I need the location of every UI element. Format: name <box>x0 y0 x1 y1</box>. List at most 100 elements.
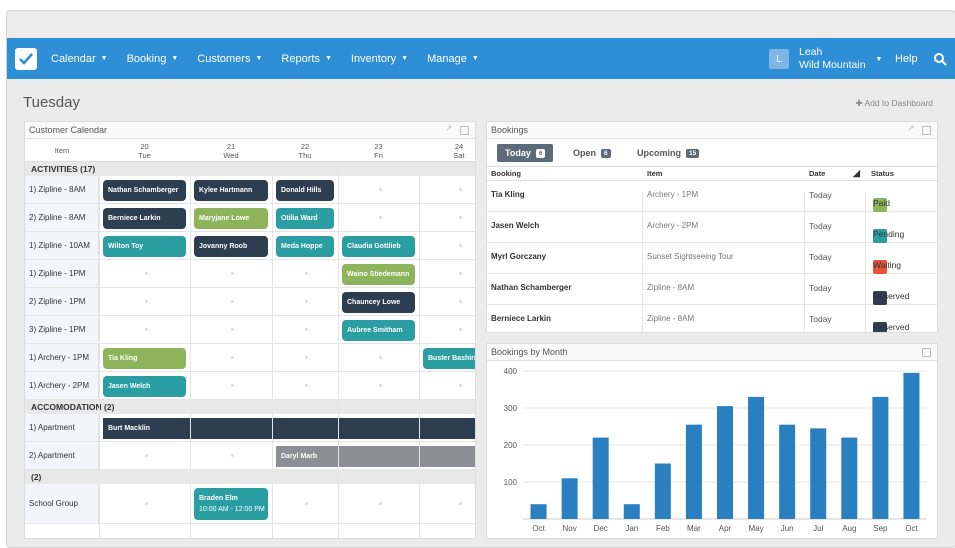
bar <box>592 437 609 519</box>
empty-slot[interactable] <box>378 502 382 505</box>
column-header-item[interactable]: Item <box>647 169 663 178</box>
section-header: ACTIVITIES (17) <box>25 162 475 176</box>
event-name: Daryl Marb <box>281 453 318 460</box>
empty-slot[interactable] <box>305 356 308 359</box>
empty-slot[interactable] <box>378 384 382 387</box>
external-link-icon[interactable]: ↗ <box>445 123 453 133</box>
row-label: 2) Zipline - 8AM <box>25 204 99 231</box>
sort-icon[interactable]: ◢ <box>853 168 860 178</box>
booking-event[interactable]: Aubree Smitham <box>342 320 415 341</box>
booking-event[interactable]: Jasen Welch <box>103 376 186 397</box>
column-header-status[interactable]: Status <box>871 169 894 178</box>
empty-slot[interactable] <box>305 384 308 387</box>
booking-event[interactable]: Berniece Larkin <box>103 208 186 229</box>
booking-event[interactable]: Claudia Gottlieb <box>342 236 415 257</box>
booking-event[interactable]: Buster Bashirian <box>423 348 475 369</box>
bar <box>654 463 671 519</box>
y-tick-label: 400 <box>504 367 518 376</box>
booking-event[interactable]: Daryl Marb <box>276 446 475 467</box>
tab-open[interactable]: Open 6 <box>573 144 611 162</box>
empty-slot[interactable] <box>459 244 462 247</box>
booking-event[interactable]: Maryjane Lowe <box>194 208 268 229</box>
day-name: Tue <box>138 151 151 160</box>
empty-slot[interactable] <box>459 300 462 303</box>
booking-event[interactable]: Otilia Ward <box>276 208 334 229</box>
empty-slot[interactable] <box>144 272 148 275</box>
day-header: 21 Wed <box>190 142 272 160</box>
booking-row[interactable]: Berniece Larkin Zipline - 8AM Today Reserve… <box>487 305 937 332</box>
help-link[interactable]: Help <box>895 53 918 65</box>
booking-event[interactable]: Jovanny Roob <box>194 236 268 257</box>
empty-slot[interactable] <box>231 454 234 457</box>
nav-inventory[interactable]: Inventory ▼ <box>351 53 408 65</box>
empty-slot[interactable] <box>144 300 148 303</box>
booking-event[interactable]: Waino Stiedemann <box>342 264 415 285</box>
event-name: Aubree Smitham <box>347 327 403 334</box>
empty-slot[interactable] <box>459 384 462 387</box>
empty-slot[interactable] <box>231 328 234 331</box>
empty-slot[interactable] <box>231 384 234 387</box>
nav-customers[interactable]: Customers ▼ <box>197 53 262 65</box>
column-divider <box>804 192 805 332</box>
empty-slot[interactable] <box>378 188 382 191</box>
booking-event[interactable]: Donald Hills <box>276 180 334 201</box>
empty-slot[interactable] <box>378 216 382 219</box>
booking-item: Archery - 2PM <box>647 221 699 230</box>
booking-event[interactable]: Chauncey Lowe <box>342 292 415 313</box>
empty-slot[interactable] <box>231 356 234 359</box>
external-link-icon[interactable]: ↗ <box>907 123 915 133</box>
column-header-booking[interactable]: Booking <box>491 169 521 178</box>
add-to-dashboard-link[interactable]: ✚ Add to Dashboard <box>855 98 933 108</box>
column-header-date[interactable]: Date <box>809 169 826 178</box>
booking-row[interactable]: Jasen Welch Archery - 2PM Today Pending <box>487 212 937 243</box>
calendar-row: 1) Apartment Burt Macklin <box>25 414 475 442</box>
x-tick-label: Mar <box>687 524 701 533</box>
user-menu[interactable]: L Leah Wild Mountain ▼ <box>769 46 882 72</box>
booking-row[interactable]: Tia Kling Archery - 1PM Today Paid <box>487 181 937 212</box>
booking-event[interactable]: Nathan Schamberger <box>103 180 186 201</box>
nav-calendar[interactable]: Calendar ▼ <box>51 53 108 65</box>
tab-today[interactable]: Today 6 <box>497 144 554 162</box>
booking-event[interactable]: Tia Kling <box>103 348 186 369</box>
nav-booking[interactable]: Booking ▼ <box>127 53 179 65</box>
logo-check-icon[interactable] <box>15 47 37 70</box>
empty-slot[interactable] <box>305 300 308 303</box>
empty-slot[interactable] <box>231 300 234 303</box>
empty-slot[interactable] <box>231 272 234 275</box>
empty-slot[interactable] <box>144 454 148 457</box>
bar <box>903 372 920 519</box>
day-name: Thu <box>298 151 312 160</box>
empty-slot[interactable] <box>305 328 308 331</box>
row-label: 1) Zipline - 8AM <box>25 176 99 203</box>
x-tick-label: Sep <box>873 524 888 533</box>
row-label: 1) Archery - 2PM <box>25 372 99 399</box>
collapse-icon[interactable] <box>460 126 469 135</box>
booking-row[interactable]: Myrl Gorczany Sunset Sightseeing Tour Toda… <box>487 243 937 274</box>
collapse-icon[interactable] <box>922 348 931 357</box>
item-column-header: Item <box>54 146 70 155</box>
empty-slot[interactable] <box>459 272 462 275</box>
nav-reports[interactable]: Reports ▼ <box>281 53 331 65</box>
empty-slot[interactable] <box>144 502 148 505</box>
booking-name: Myrl Gorczany <box>491 252 547 261</box>
empty-slot[interactable] <box>305 272 308 275</box>
booking-event[interactable]: Meda Hoppe <box>276 236 334 257</box>
search-icon[interactable] <box>933 52 947 66</box>
booking-event[interactable]: Wilton Toy <box>103 236 186 257</box>
empty-slot[interactable] <box>459 188 462 191</box>
tab-upcoming[interactable]: Upcoming 15 <box>637 144 700 162</box>
booking-row[interactable]: Nathan Schamberger Zipline - 8AM Today Rese… <box>487 274 937 305</box>
empty-slot[interactable] <box>305 502 308 505</box>
status-swatch <box>873 229 887 243</box>
booking-event[interactable]: Kylee Hartmann <box>194 180 268 201</box>
empty-slot[interactable] <box>459 328 462 331</box>
row-label: 2) Zipline - 1PM <box>25 288 99 315</box>
booking-event[interactable]: Braden Elm 10:00 AM - 12:00 PM <box>194 488 268 520</box>
empty-slot[interactable] <box>459 216 462 219</box>
nav-manage[interactable]: Manage ▼ <box>427 53 479 65</box>
empty-slot[interactable] <box>144 328 148 331</box>
collapse-icon[interactable] <box>922 126 931 135</box>
booking-event[interactable]: Burt Macklin <box>103 418 475 439</box>
empty-slot[interactable] <box>378 356 382 359</box>
empty-slot[interactable] <box>459 502 462 505</box>
